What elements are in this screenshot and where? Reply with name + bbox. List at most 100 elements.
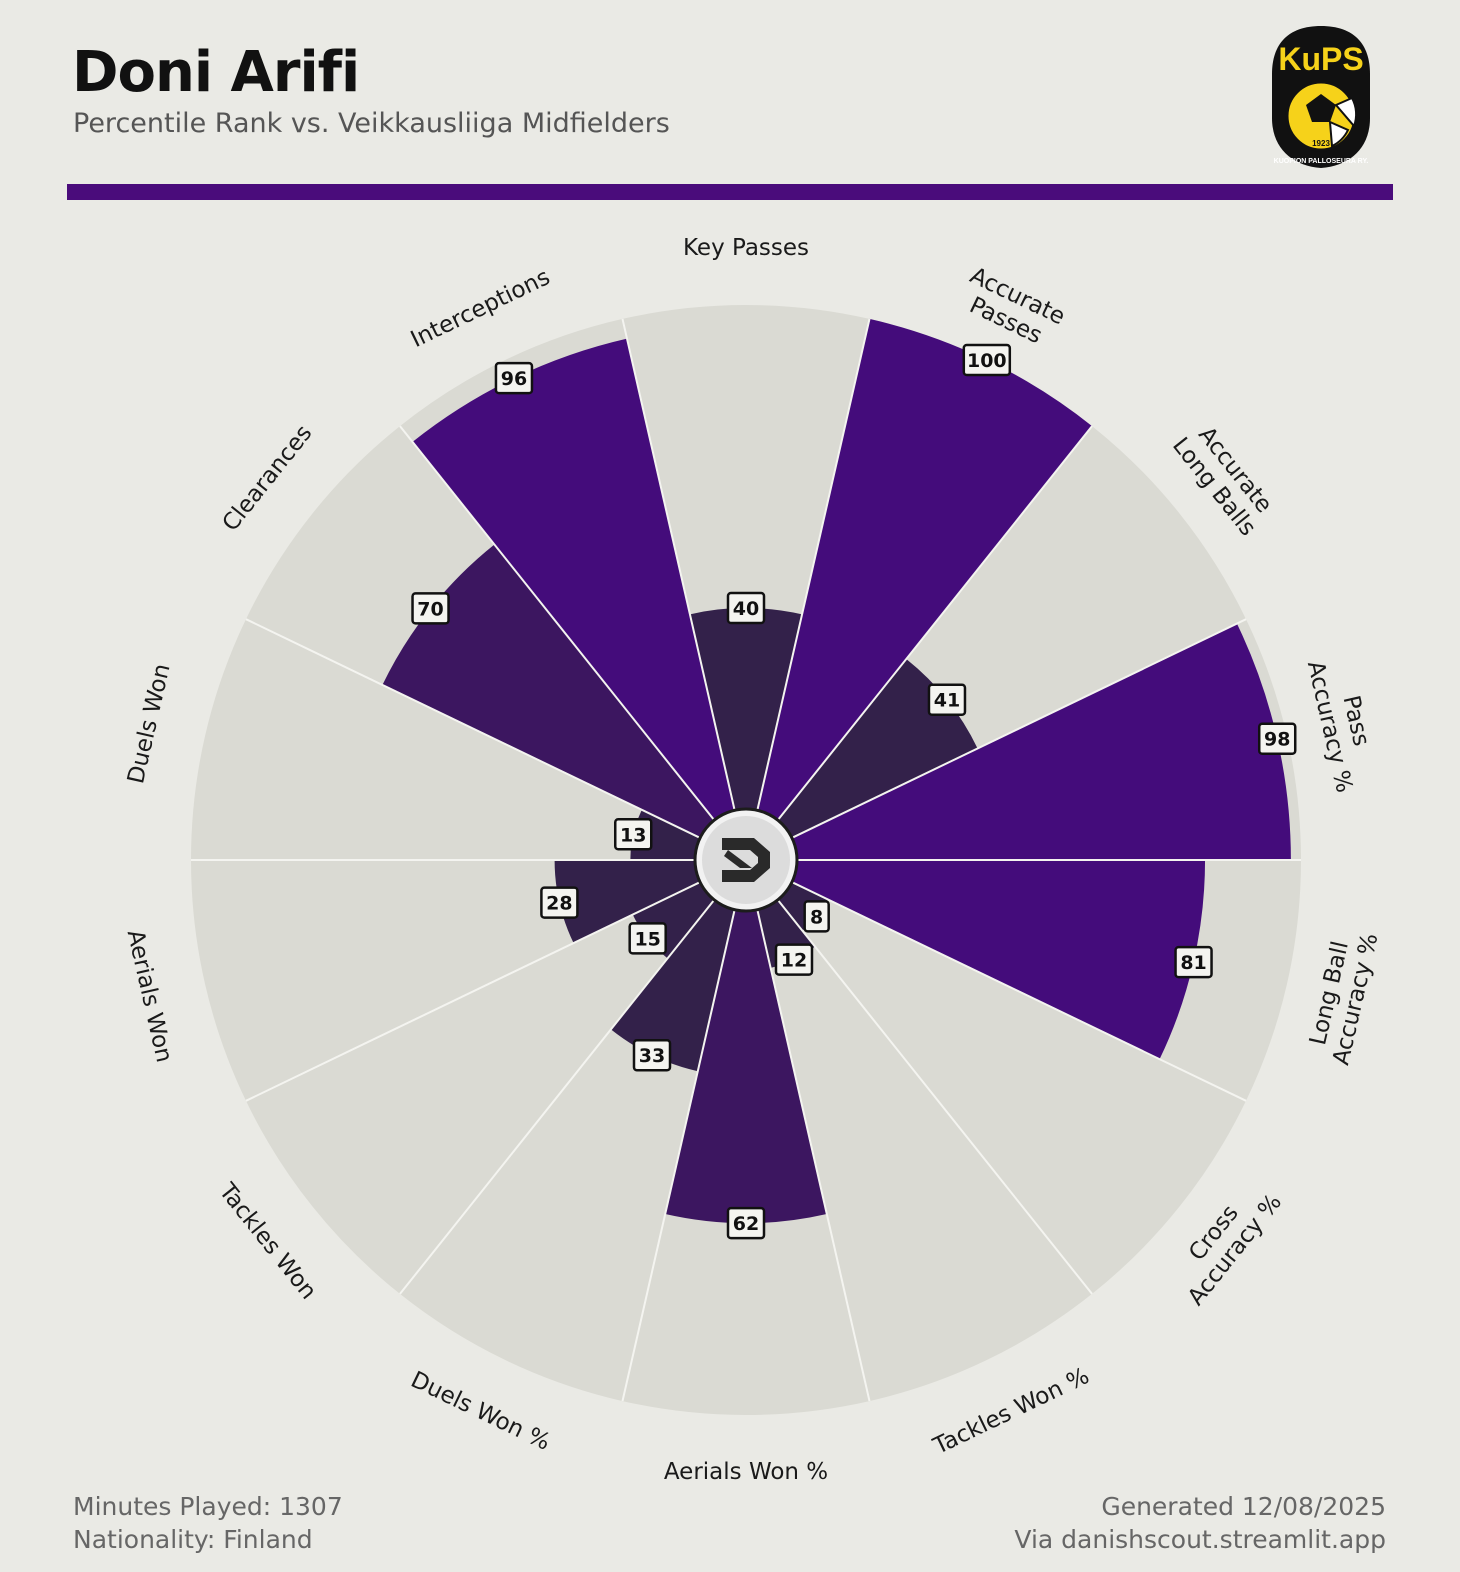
value-label-accurate-passes: 100 [962,343,1012,377]
separator-1 [756,318,871,812]
separator-5 [790,880,1247,1102]
value-label-key-passes: 40 [726,591,766,625]
value-label-cross-accuracy-pct: 8 [803,900,830,933]
category-label-aerials-won: Aerials Won [122,927,177,1065]
value-text: 13 [620,824,646,846]
category-label-line: Aerials Won [122,927,177,1065]
category-label-line: Clearances [218,420,318,536]
value-label-tackles-won-pct: 12 [774,943,814,976]
value-text: 15 [634,928,660,950]
value-label-tackles-won: 15 [628,922,667,955]
value-badge [726,591,766,625]
value-badge [962,343,1012,377]
danishscout-slash-icon [724,850,752,868]
value-text: 100 [967,350,1007,372]
category-label-line: Duels Won [123,661,176,786]
slice-bg-tackles-won [245,881,715,1294]
value-badge [1257,722,1297,755]
category-label-line: Tackles Won % [929,1363,1094,1460]
category-label-tackles-won-pct: Tackles Won % [929,1363,1094,1460]
category-label-interceptions: Interceptions [407,264,554,353]
value-badge [411,592,450,625]
generated-date: Generated 12/08/2025 [1101,1492,1386,1521]
value-badge [494,361,534,395]
value-label-aerials-won-pct: 62 [726,1206,766,1240]
value-label-aerials-won: 28 [540,886,579,919]
value-label-duels-won: 13 [613,818,653,851]
value-text: 98 [1264,729,1290,751]
separator-9 [399,898,716,1295]
category-label-line: Interceptions [407,264,554,353]
value-label-clearances: 70 [411,592,450,625]
category-label-key-passes: Key Passes [683,235,809,261]
value-badge [540,886,579,919]
category-label-duels-won: Duels Won [123,661,176,786]
center-logo [693,807,799,913]
value-label-pass-accuracy-pct: 98 [1257,722,1297,755]
separator-0 [621,318,736,812]
value-text: 40 [733,598,759,620]
page-subtitle: Percentile Rank vs. Veikkausliiga Midfie… [73,108,670,139]
value-text: 41 [934,690,960,712]
accent-divider [67,184,1393,200]
chart-value-bars [382,318,1291,1224]
separator-13 [399,425,716,822]
separator-2 [776,425,1093,822]
value-badge [803,900,830,933]
category-label-duels-won-pct: Duels Won % [407,1367,555,1456]
category-label-aerials-won-pct: Aerials Won % [664,1459,828,1485]
value-text: 33 [639,1045,665,1067]
separator-8 [621,908,736,1402]
bar-accurate-long-balls [777,659,978,839]
value-badge [632,1038,672,1072]
value-label-duels-won-pct: 33 [632,1038,672,1072]
separator-3 [790,618,1247,840]
club-logo-year: 1923 [1312,139,1330,148]
value-badge [927,683,967,716]
value-badge [1174,945,1213,979]
separator-12 [245,618,702,840]
slice-bg-cross-accuracy-pct [777,881,1247,1294]
category-label-clearances: Clearances [218,420,318,536]
bar-long-ball-accuracy-pct [791,860,1206,1060]
value-text: 70 [417,598,443,620]
slice-bg-tackles-won-pct [757,899,1093,1402]
separator-7 [756,908,871,1402]
value-text: 8 [810,906,823,928]
slice-bg-duels-won [191,619,701,860]
slice-bg-key-passes [622,305,870,812]
bar-key-passes [689,608,803,812]
value-badge [774,943,814,976]
footer-credits: Generated 12/08/2025 Via danishscout.str… [1014,1490,1386,1556]
minutes-played: Minutes Played: 1307 [73,1492,343,1521]
bar-aerials-won [554,860,701,944]
source-link: Via danishscout.streamlit.app [1014,1525,1386,1554]
separator-10 [245,880,702,1102]
chart-value-labels: 40 100 41 98 81 812 62 33 15 28 13 70 96 [411,343,1297,1240]
club-logo-text: KuPS [1278,41,1363,77]
value-text: 28 [546,893,572,915]
bar-aerials-won-pct [665,908,827,1224]
danishscout-d-icon [722,838,770,882]
bar-clearances [382,544,715,839]
value-label-interceptions: 96 [494,361,534,395]
value-badge [628,922,667,955]
value-text: 96 [501,368,527,390]
category-label-line: Key Passes [683,235,809,261]
footer-player-info: Minutes Played: 1307 Nationality: Finlan… [73,1490,343,1556]
chart-slice-separators [191,318,1301,1402]
nationality: Nationality: Finland [73,1525,313,1554]
category-label-line: Aerials Won % [664,1459,828,1485]
value-badge [613,818,653,851]
value-text: 12 [781,950,807,972]
page-title: Doni Arifi [72,40,360,105]
club-logo-ring-text: KUOPION PALLOSEURA RY. [1274,158,1369,165]
category-label-line: Duels Won % [407,1367,555,1456]
value-badge [726,1206,766,1240]
value-text: 62 [733,1213,759,1235]
value-label-accurate-long-balls: 41 [927,683,967,716]
